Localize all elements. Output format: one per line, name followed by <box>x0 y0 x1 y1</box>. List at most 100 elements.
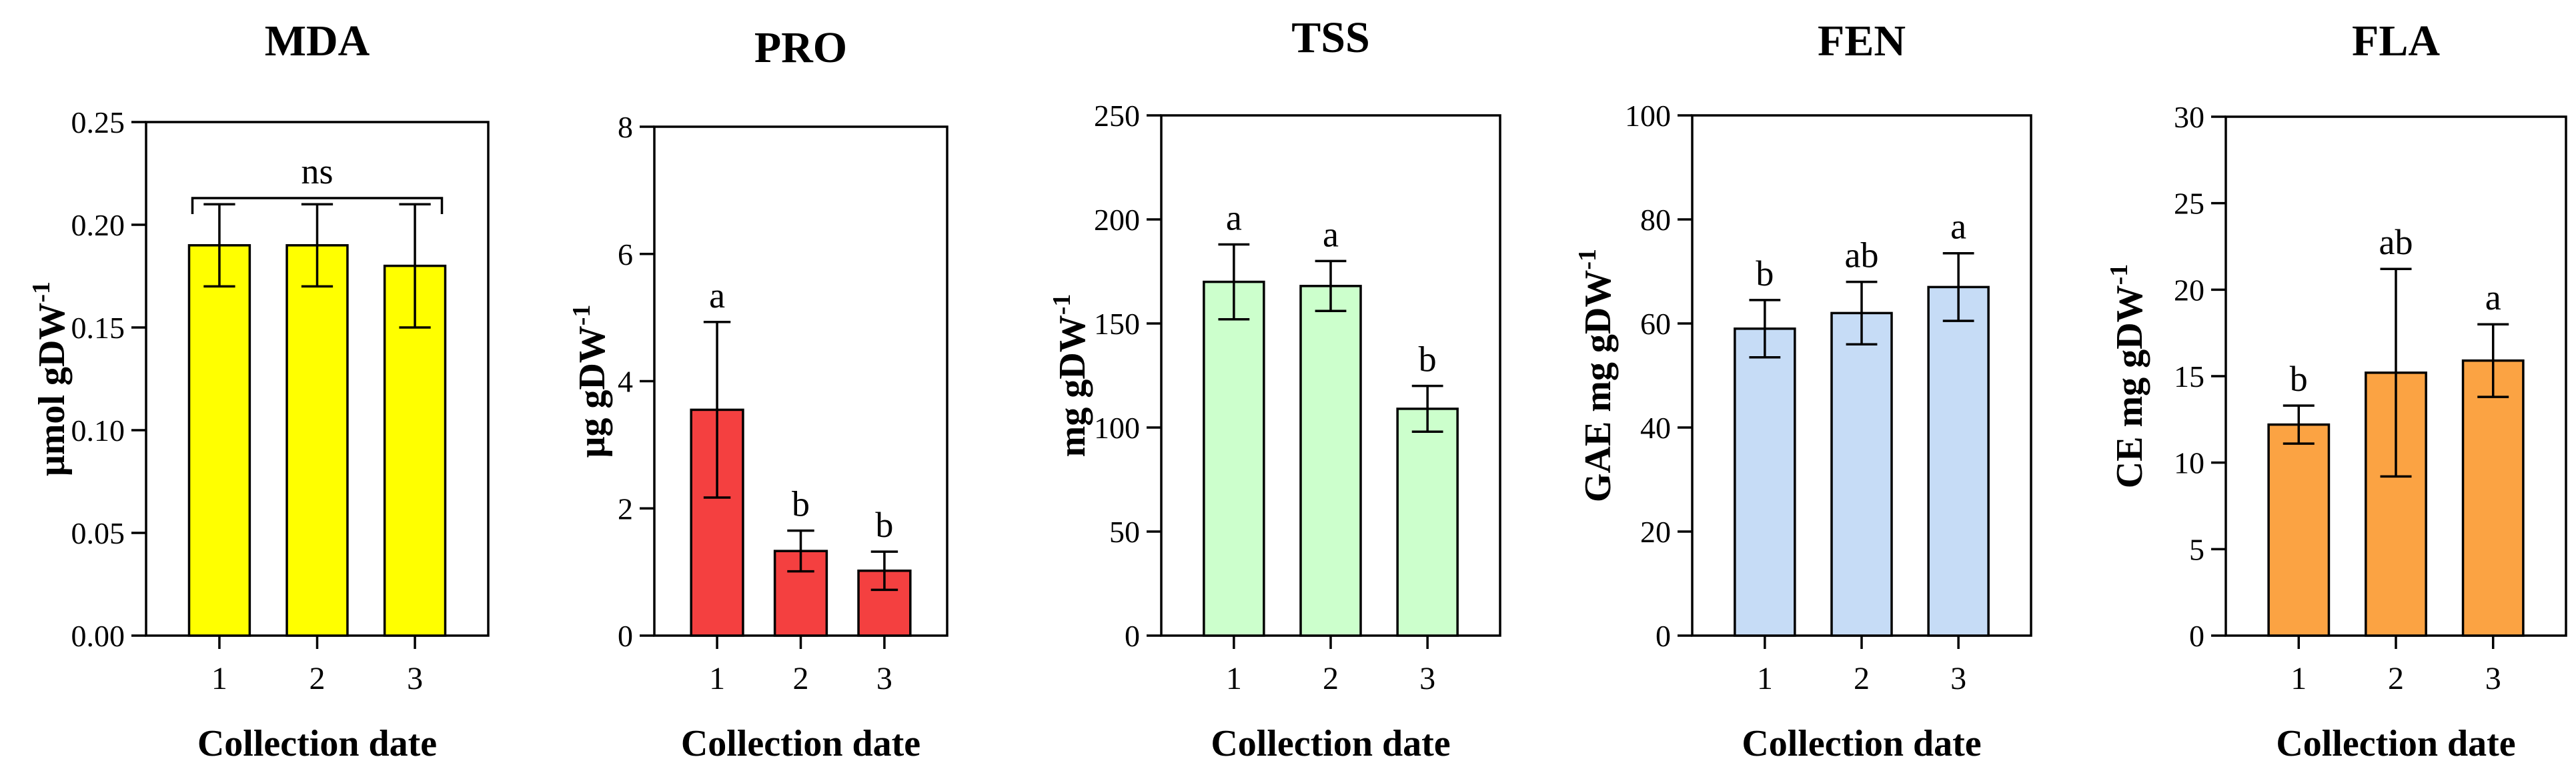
y-tick-label: 150 <box>1094 307 1140 341</box>
y-tick-label: 20 <box>2174 273 2204 307</box>
chart-title: MDA <box>265 17 370 65</box>
y-axis-label: μmol gDW-1 <box>27 281 73 476</box>
significance-letter: a <box>2485 277 2501 317</box>
y-tick-label: 8 <box>618 110 633 144</box>
y-axis-label: CE mg gDW-1 <box>2105 264 2150 489</box>
x-tick-label: 1 <box>211 661 227 696</box>
y-tick-label: 0.05 <box>71 516 125 550</box>
significance-letter: b <box>2290 359 2308 399</box>
chart-mda: MDA 0.00 0.05 0.10 0.15 0.20 0.25 μmol gDW-1 1 2 3… <box>27 17 490 764</box>
y-axis-label-text: CE mg gDW <box>2109 285 2150 488</box>
y-tick-label: 100 <box>1625 99 1671 133</box>
significance-letter: ab <box>1845 235 1879 275</box>
x-axis-label: Collection date <box>681 723 920 764</box>
x-tick-label: 3 <box>2485 661 2501 696</box>
significance-letter: b <box>1419 339 1437 379</box>
y-axis-label-superscript: -1 <box>568 305 596 326</box>
y-tick-label: 50 <box>1109 515 1140 549</box>
y-axis-label-text: μmol gDW <box>31 303 73 476</box>
y-tick-label: 4 <box>618 365 633 399</box>
y-tick-label: 2 <box>618 492 633 526</box>
y-tick-label: 60 <box>1640 307 1671 341</box>
y-tick-label: 0 <box>2189 619 2204 653</box>
y-tick-label: 0.15 <box>71 311 125 345</box>
y-axis-label-superscript: -1 <box>1048 294 1076 315</box>
ns-bracket <box>191 197 444 214</box>
y-tick-label: 25 <box>2174 187 2204 221</box>
x-axis-label: Collection date <box>1742 723 1981 764</box>
y-tick-label: 15 <box>2174 359 2204 394</box>
significance-letter: a <box>1226 197 1242 237</box>
x-tick-label: 2 <box>2388 661 2404 696</box>
bar <box>1299 285 1362 637</box>
bar <box>187 244 251 637</box>
y-axis-label-text: GAE mg gDW <box>1577 270 1619 502</box>
y-tick-label: 40 <box>1640 411 1671 445</box>
x-tick-label: 3 <box>1950 661 1966 696</box>
significance-letter: ab <box>2379 222 2413 262</box>
y-axis-label-text: μg gDW <box>572 325 613 458</box>
y-axis-label-superscript: -1 <box>1573 249 1601 270</box>
bar <box>1203 280 1265 637</box>
x-tick-label: 1 <box>709 661 725 696</box>
chart-pro: PRO 0 2 4 6 8 μg gDW-1 a 1 b 2 b 3 Collection date <box>568 23 948 764</box>
chart-fen: FEN 0 20 40 60 80 100 GAE mg gDW-1 b 1 ab 2 a 3 Collec… <box>1573 17 2032 764</box>
x-tick-label: 2 <box>1323 661 1339 696</box>
y-tick-label: 0.25 <box>71 105 125 139</box>
y-axis-label-text: mg gDW <box>1052 315 1093 457</box>
chart-title: PRO <box>754 23 847 72</box>
y-tick-label: 10 <box>2174 446 2204 480</box>
y-tick-label: 0 <box>1125 619 1140 653</box>
y-tick-label: 20 <box>1640 515 1671 549</box>
bar <box>2267 423 2331 637</box>
y-axis-label: mg gDW-1 <box>1048 294 1093 458</box>
y-axis-label: GAE mg gDW-1 <box>1573 249 1619 502</box>
bar <box>1927 285 1990 637</box>
y-tick-label: 0.00 <box>71 619 125 653</box>
y-tick-label: 100 <box>1094 411 1140 445</box>
y-tick-label: 80 <box>1640 203 1671 237</box>
chart-tss: TSS 0 50 100 150 200 250 mg gDW-1 a 1 a 2 b 3 Collecti… <box>1048 13 1501 764</box>
x-axis-label: Collection date <box>2276 723 2515 764</box>
x-tick-label: 1 <box>1757 661 1773 696</box>
y-axis-label-superscript: -1 <box>27 281 55 303</box>
chart-title: FLA <box>2352 17 2440 65</box>
chart-title: FEN <box>1818 17 1906 65</box>
significance-letter: b <box>792 484 810 524</box>
y-tick-label: 0 <box>1656 619 1671 653</box>
y-tick-label: 0.20 <box>71 208 125 242</box>
significance-letter: b <box>875 505 893 545</box>
y-tick-label: 200 <box>1094 203 1140 237</box>
x-tick-label: 1 <box>1226 661 1242 696</box>
x-tick-label: 2 <box>309 661 326 696</box>
y-tick-label: 250 <box>1094 99 1140 133</box>
x-axis-label: Collection date <box>1211 723 1450 764</box>
y-tick-label: 0.10 <box>71 414 125 448</box>
x-tick-label: 3 <box>407 661 423 696</box>
significance-letter: a <box>709 275 725 315</box>
significance-letter: b <box>1756 253 1774 293</box>
y-tick-label: 6 <box>618 237 633 271</box>
chart-fla: FLA 0 5 10 15 20 25 30 CE mg gDW-1 b 1 ab 2 a 3 Collect… <box>2105 17 2567 764</box>
bar <box>1734 327 1796 637</box>
ns-annotation: ns <box>301 151 333 191</box>
x-tick-label: 3 <box>876 661 892 696</box>
bar <box>285 244 349 637</box>
x-tick-label: 3 <box>1419 661 1435 696</box>
x-axis-label: Collection date <box>197 723 437 764</box>
x-tick-label: 2 <box>1854 661 1870 696</box>
x-tick-label: 2 <box>793 661 809 696</box>
significance-letter: a <box>1323 214 1339 254</box>
y-tick-label: 30 <box>2174 100 2204 134</box>
y-tick-label: 5 <box>2189 532 2204 566</box>
bar <box>1396 408 1459 637</box>
chart-title: TSS <box>1291 13 1369 62</box>
x-tick-label: 1 <box>2291 661 2307 696</box>
y-axis-label-superscript: -1 <box>2105 264 2133 285</box>
y-tick-label: 0 <box>618 619 633 653</box>
y-axis-label: μg gDW-1 <box>568 305 613 458</box>
significance-letter: a <box>1950 207 1966 247</box>
bar <box>1830 311 1893 637</box>
bar <box>2461 359 2525 637</box>
